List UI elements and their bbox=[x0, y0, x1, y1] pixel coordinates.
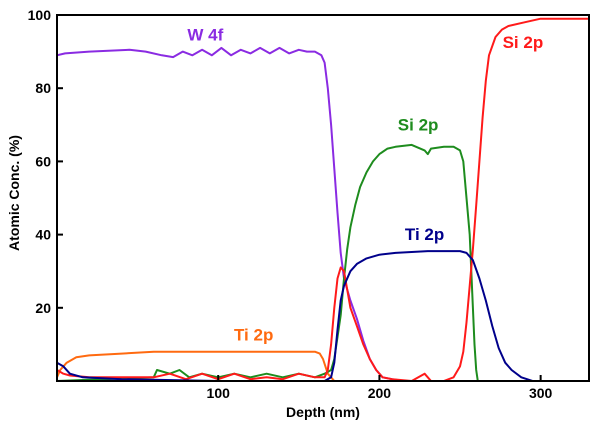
series-label-si-2p-2: Si 2p bbox=[503, 33, 544, 52]
y-axis-title: Atomic Conc. (%) bbox=[6, 135, 22, 251]
x-tick-label: 100 bbox=[207, 385, 231, 401]
series-line-si-2p-4 bbox=[57, 17, 589, 380]
series-line-ti-2p-1 bbox=[57, 350, 335, 380]
series-line-w-4f-2 bbox=[57, 46, 404, 380]
plot-area-frame bbox=[56, 14, 590, 382]
series-labels-layer: W 4f Si 2p Si 2p Ti 2p Ti 2p bbox=[187, 26, 543, 345]
x-tick-label: 200 bbox=[368, 385, 392, 401]
x-tick-label: 300 bbox=[529, 385, 553, 401]
ticks-layer: 20 40 60 80 100 100 200 300 bbox=[28, 7, 553, 401]
y-tick-label: 60 bbox=[35, 153, 51, 169]
y-tick-label: 100 bbox=[28, 7, 52, 23]
y-tick-label: 40 bbox=[35, 227, 51, 243]
x-axis-title: Depth (nm) bbox=[286, 404, 360, 420]
series-label-ti-2p-5: Ti 2p bbox=[234, 326, 273, 345]
series-line-ti-2p-5 bbox=[57, 250, 533, 380]
series-label-si-2p-3: Si 2p bbox=[398, 115, 439, 134]
series-label-w-4f-1: W 4f bbox=[187, 26, 223, 45]
y-tick-label: 80 bbox=[35, 80, 51, 96]
y-tick-label: 20 bbox=[35, 300, 51, 316]
series-line-si-2p-3 bbox=[57, 143, 479, 380]
series-layer bbox=[57, 17, 589, 380]
series-label-ti-2p-4: Ti 2p bbox=[405, 225, 444, 244]
